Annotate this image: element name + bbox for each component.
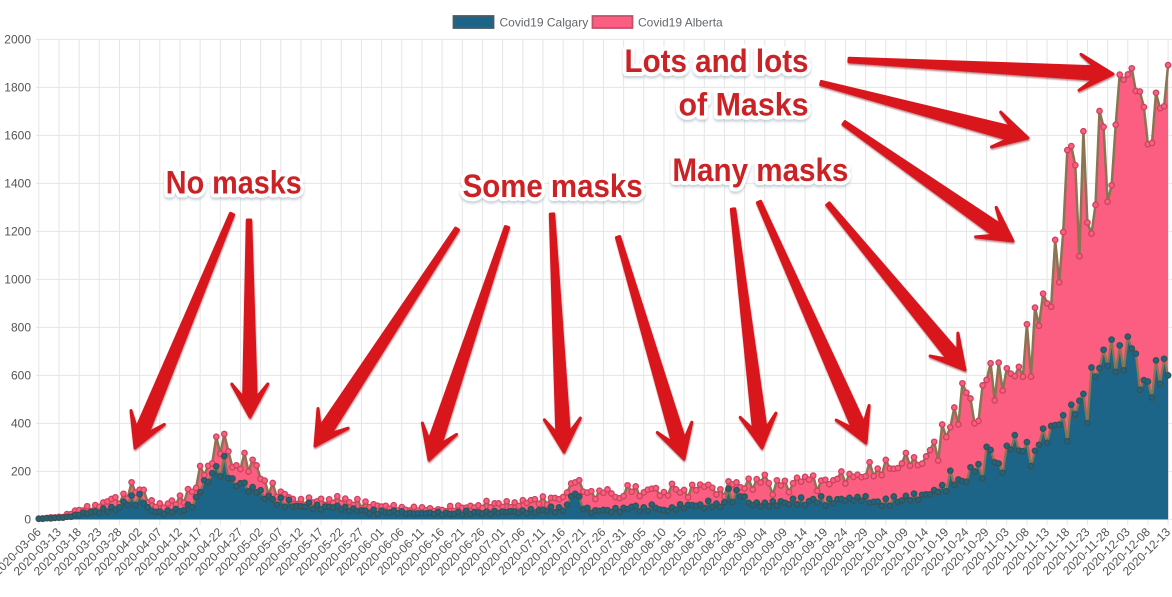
svg-text:Covid19 Alberta: Covid19 Alberta [638, 15, 723, 29]
svg-text:1600: 1600 [4, 129, 31, 143]
svg-text:2000: 2000 [4, 33, 31, 47]
svg-text:1000: 1000 [4, 273, 31, 287]
svg-text:1800: 1800 [4, 81, 31, 95]
svg-text:Many masks: Many masks [672, 152, 848, 188]
svg-text:Lots and lots: Lots and lots [625, 43, 809, 79]
svg-text:200: 200 [11, 465, 31, 479]
svg-text:400: 400 [11, 417, 31, 431]
svg-text:Some masks: Some masks [463, 168, 643, 204]
svg-text:800: 800 [11, 321, 31, 335]
svg-text:0: 0 [24, 513, 31, 527]
svg-text:No masks: No masks [166, 165, 302, 201]
svg-text:1200: 1200 [4, 225, 31, 239]
svg-text:1400: 1400 [4, 177, 31, 191]
svg-text:of Masks: of Masks [679, 86, 809, 122]
svg-text:600: 600 [11, 369, 31, 383]
svg-text:Covid19 Calgary: Covid19 Calgary [500, 15, 589, 29]
